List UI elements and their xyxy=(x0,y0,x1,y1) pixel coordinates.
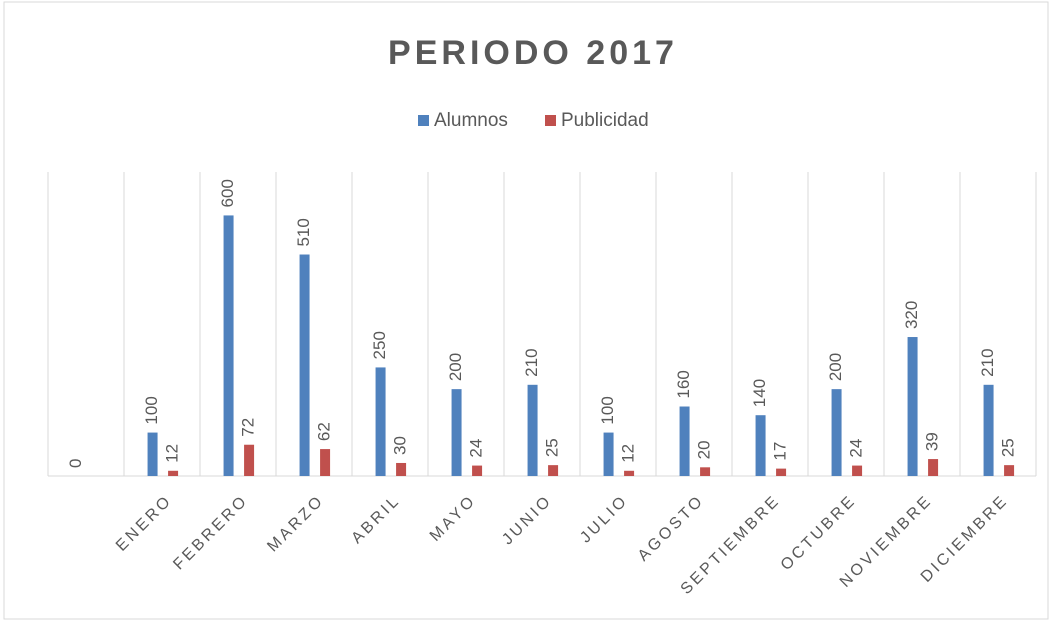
bar xyxy=(928,459,939,476)
bar xyxy=(852,465,863,476)
bar xyxy=(755,415,766,476)
data-label: 12 xyxy=(163,444,182,463)
bar xyxy=(603,432,614,476)
data-label: 600 xyxy=(218,179,237,207)
legend-swatch xyxy=(418,115,429,126)
bar xyxy=(983,384,994,476)
bar xyxy=(147,432,158,476)
bar xyxy=(831,389,842,476)
data-label: 250 xyxy=(370,331,389,359)
chart-title: PERIODO 2017 xyxy=(388,34,678,72)
data-label: 25 xyxy=(999,438,1018,457)
bar xyxy=(527,384,538,476)
bar xyxy=(396,462,407,476)
chart-frame xyxy=(3,1,1049,620)
legend-label: Publicidad xyxy=(561,110,649,131)
bar xyxy=(679,406,690,476)
data-label: 320 xyxy=(902,301,921,329)
data-label: 210 xyxy=(522,348,541,376)
bar xyxy=(624,470,635,476)
data-label: 510 xyxy=(294,218,313,246)
data-label: 210 xyxy=(978,348,997,376)
bar xyxy=(700,467,711,476)
data-label: 62 xyxy=(315,422,334,441)
data-label: 17 xyxy=(771,442,790,461)
data-label: 160 xyxy=(674,370,693,398)
data-label: 39 xyxy=(923,432,942,451)
bar xyxy=(244,444,255,476)
bar xyxy=(472,465,483,476)
data-label: 30 xyxy=(391,436,410,455)
bar xyxy=(168,470,179,476)
bar xyxy=(1004,465,1015,476)
bar xyxy=(320,449,331,476)
data-label: 100 xyxy=(598,396,617,424)
data-label: 200 xyxy=(446,353,465,381)
bar xyxy=(375,367,386,476)
data-label: 0 xyxy=(66,459,85,468)
data-label: 24 xyxy=(467,439,486,458)
legend-label: Alumnos xyxy=(434,110,508,131)
bar xyxy=(451,389,462,476)
data-label: 200 xyxy=(826,353,845,381)
bar xyxy=(907,337,918,476)
bar xyxy=(223,215,234,476)
data-label: 24 xyxy=(847,439,866,458)
data-label: 12 xyxy=(619,444,638,463)
bar xyxy=(548,465,559,476)
data-label: 140 xyxy=(750,379,769,407)
data-label: 100 xyxy=(142,396,161,424)
data-label: 25 xyxy=(543,438,562,457)
data-label: 72 xyxy=(239,418,258,437)
legend-swatch xyxy=(545,115,556,126)
bar xyxy=(299,254,310,476)
bar xyxy=(776,468,787,476)
data-label: 20 xyxy=(695,440,714,459)
